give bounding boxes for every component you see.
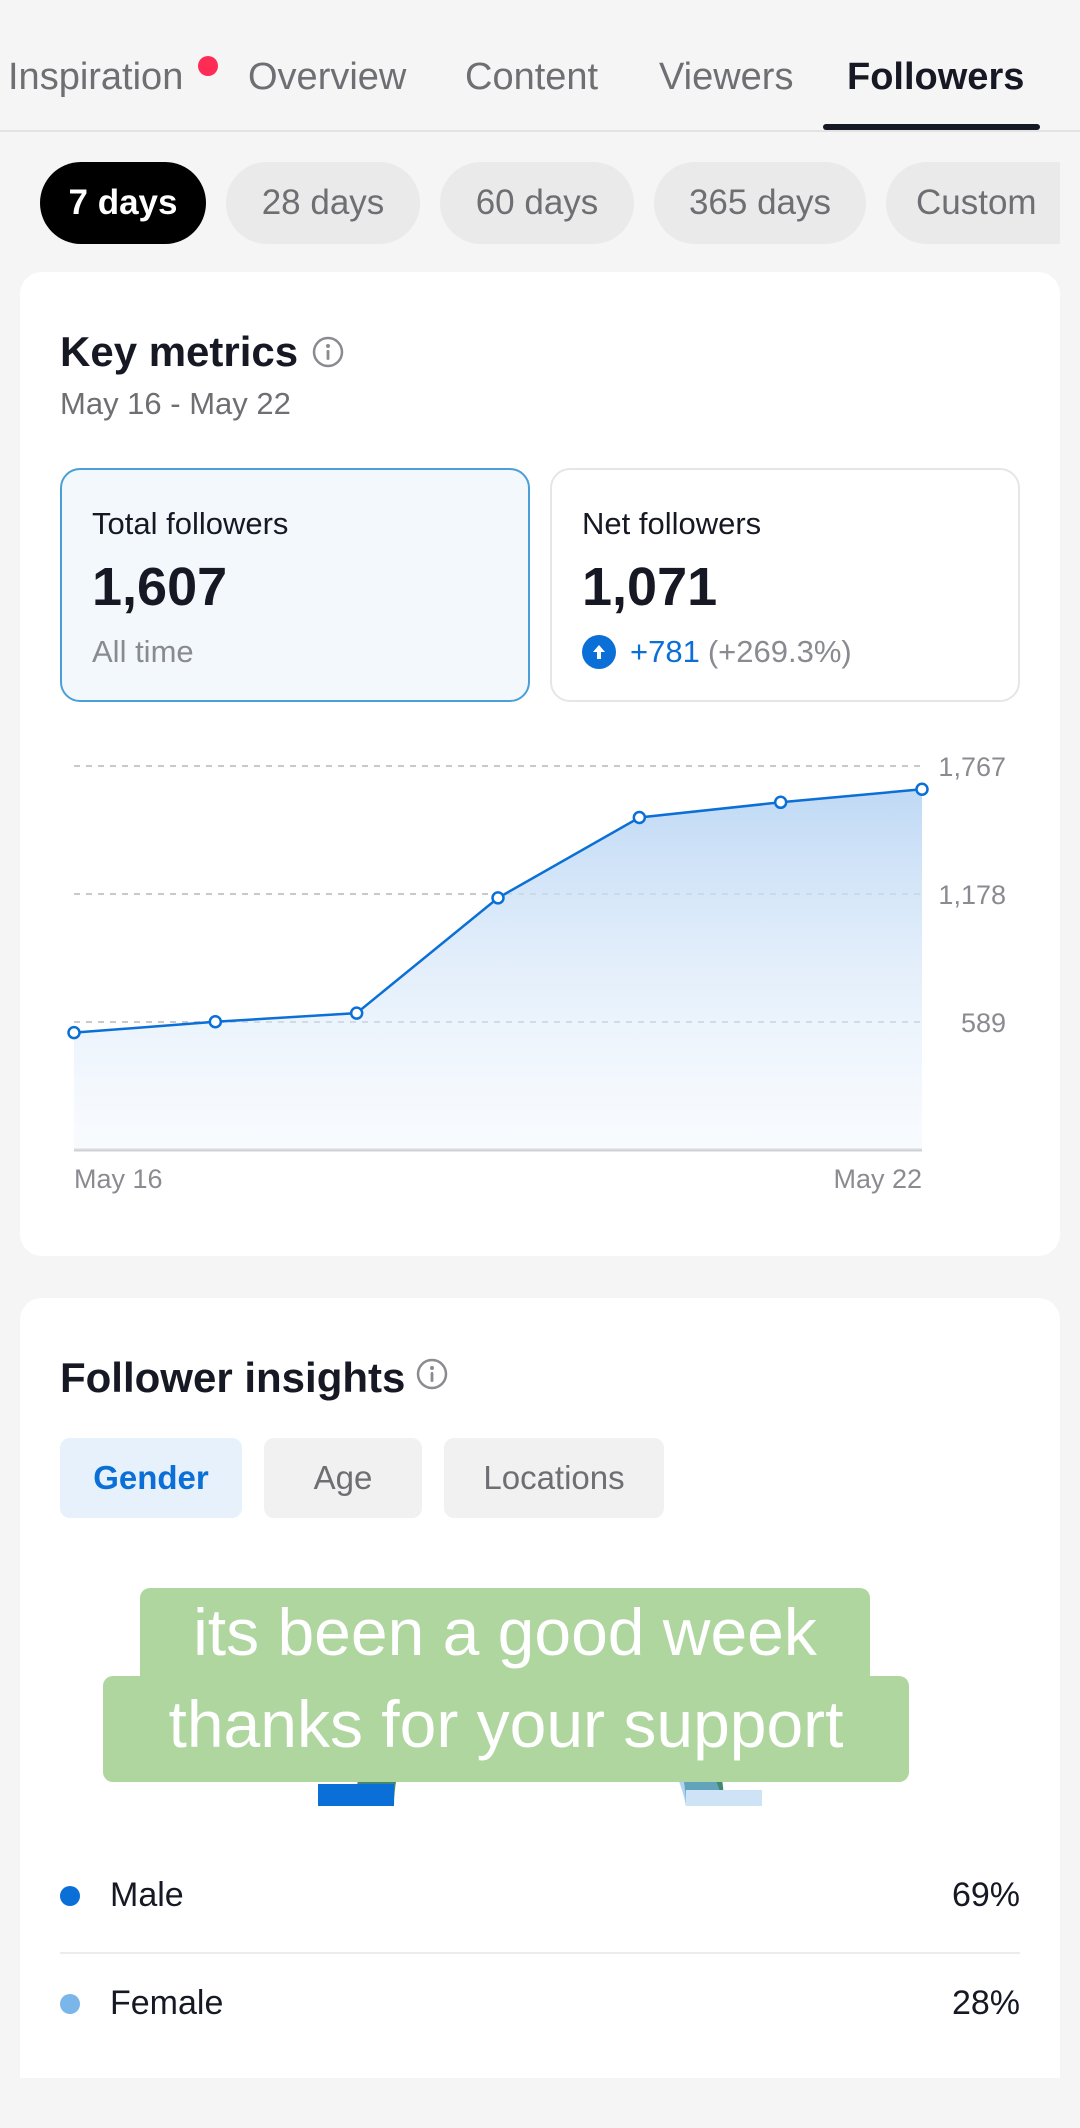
tab-viewers[interactable]: Viewers bbox=[659, 56, 794, 98]
y-tick-label: 1,178 bbox=[938, 880, 1006, 910]
insights-tab-locations[interactable]: Locations bbox=[444, 1438, 664, 1518]
insights-tab-gender[interactable]: Gender bbox=[60, 1438, 242, 1518]
key-metrics-title: Key metrics bbox=[60, 328, 299, 375]
y-tick-label: 589 bbox=[961, 1008, 1006, 1038]
net-followers-change: +781 (+269.3%) bbox=[582, 634, 852, 670]
notification-dot bbox=[198, 56, 218, 76]
x-tick-label: May 22 bbox=[833, 1164, 922, 1194]
net-followers-card[interactable]: Net followers 1,071 +781 (+269.3%) bbox=[550, 468, 1020, 702]
tab-inspiration[interactable]: Inspiration bbox=[8, 56, 184, 98]
gender-row-female: Female 28% bbox=[60, 1952, 1020, 2060]
data-point[interactable] bbox=[491, 891, 505, 905]
net-change-percent: (+269.3%) bbox=[707, 634, 852, 669]
gender-label: Female bbox=[110, 1984, 224, 2022]
caption-box-line1 bbox=[140, 1588, 870, 1688]
tab-followers[interactable]: Followers bbox=[847, 56, 1025, 98]
followers-area bbox=[74, 789, 922, 1150]
x-tick-label: May 16 bbox=[74, 1164, 163, 1194]
system-nav-bar bbox=[0, 2078, 1080, 2128]
info-icon[interactable] bbox=[312, 336, 344, 368]
arrow-up-icon bbox=[582, 635, 616, 669]
total-followers-label: Total followers bbox=[92, 506, 289, 541]
follower-insights-title: Follower insights bbox=[60, 1354, 406, 1401]
net-change-value: +781 bbox=[630, 634, 700, 669]
range-60-days[interactable]: 60 days bbox=[440, 162, 634, 244]
tab-content[interactable]: Content bbox=[465, 56, 599, 98]
data-point[interactable] bbox=[67, 1025, 81, 1040]
total-followers-value: 1,607 bbox=[92, 557, 228, 617]
top-tab-bar: Inspiration Overview Content Viewers Fol… bbox=[0, 0, 1080, 132]
gender-value: 28% bbox=[951, 1984, 1020, 2022]
range-365-days[interactable]: 365 days bbox=[654, 162, 866, 244]
range-7-days[interactable]: 7 days bbox=[40, 162, 206, 244]
y-tick-label: 1,767 bbox=[938, 752, 1006, 782]
data-point[interactable] bbox=[208, 1015, 223, 1029]
data-point[interactable] bbox=[915, 782, 929, 797]
caption-line-2: thanks for your support bbox=[168, 1687, 844, 1761]
date-range: May 16 - May 22 bbox=[60, 386, 291, 421]
female-color-dot bbox=[60, 1994, 80, 2014]
net-followers-label: Net followers bbox=[582, 506, 762, 541]
net-followers-value: 1,071 bbox=[582, 557, 718, 617]
data-point[interactable] bbox=[632, 810, 647, 825]
gender-value: 69% bbox=[951, 1876, 1020, 1914]
range-28-days[interactable]: 28 days bbox=[226, 162, 420, 244]
range-custom[interactable]: Custom bbox=[886, 162, 1060, 244]
data-point[interactable] bbox=[773, 795, 788, 810]
male-color-dot bbox=[60, 1886, 80, 1906]
insights-tab-age[interactable]: Age bbox=[264, 1438, 422, 1518]
caption-line-1: its been a good week bbox=[193, 1595, 817, 1669]
caption-box-line2 bbox=[103, 1676, 909, 1782]
active-tab-indicator bbox=[823, 124, 1040, 130]
gender-row-male: Male 69% bbox=[60, 1844, 1020, 1952]
tab-overview[interactable]: Overview bbox=[248, 56, 407, 98]
info-icon[interactable] bbox=[416, 1358, 448, 1390]
total-followers-sub: All time bbox=[92, 634, 194, 669]
gender-label: Male bbox=[110, 1876, 184, 1914]
data-point[interactable] bbox=[349, 1006, 364, 1020]
divider bbox=[60, 1952, 1020, 1954]
total-followers-card[interactable]: Total followers 1,607 All time bbox=[60, 468, 530, 702]
